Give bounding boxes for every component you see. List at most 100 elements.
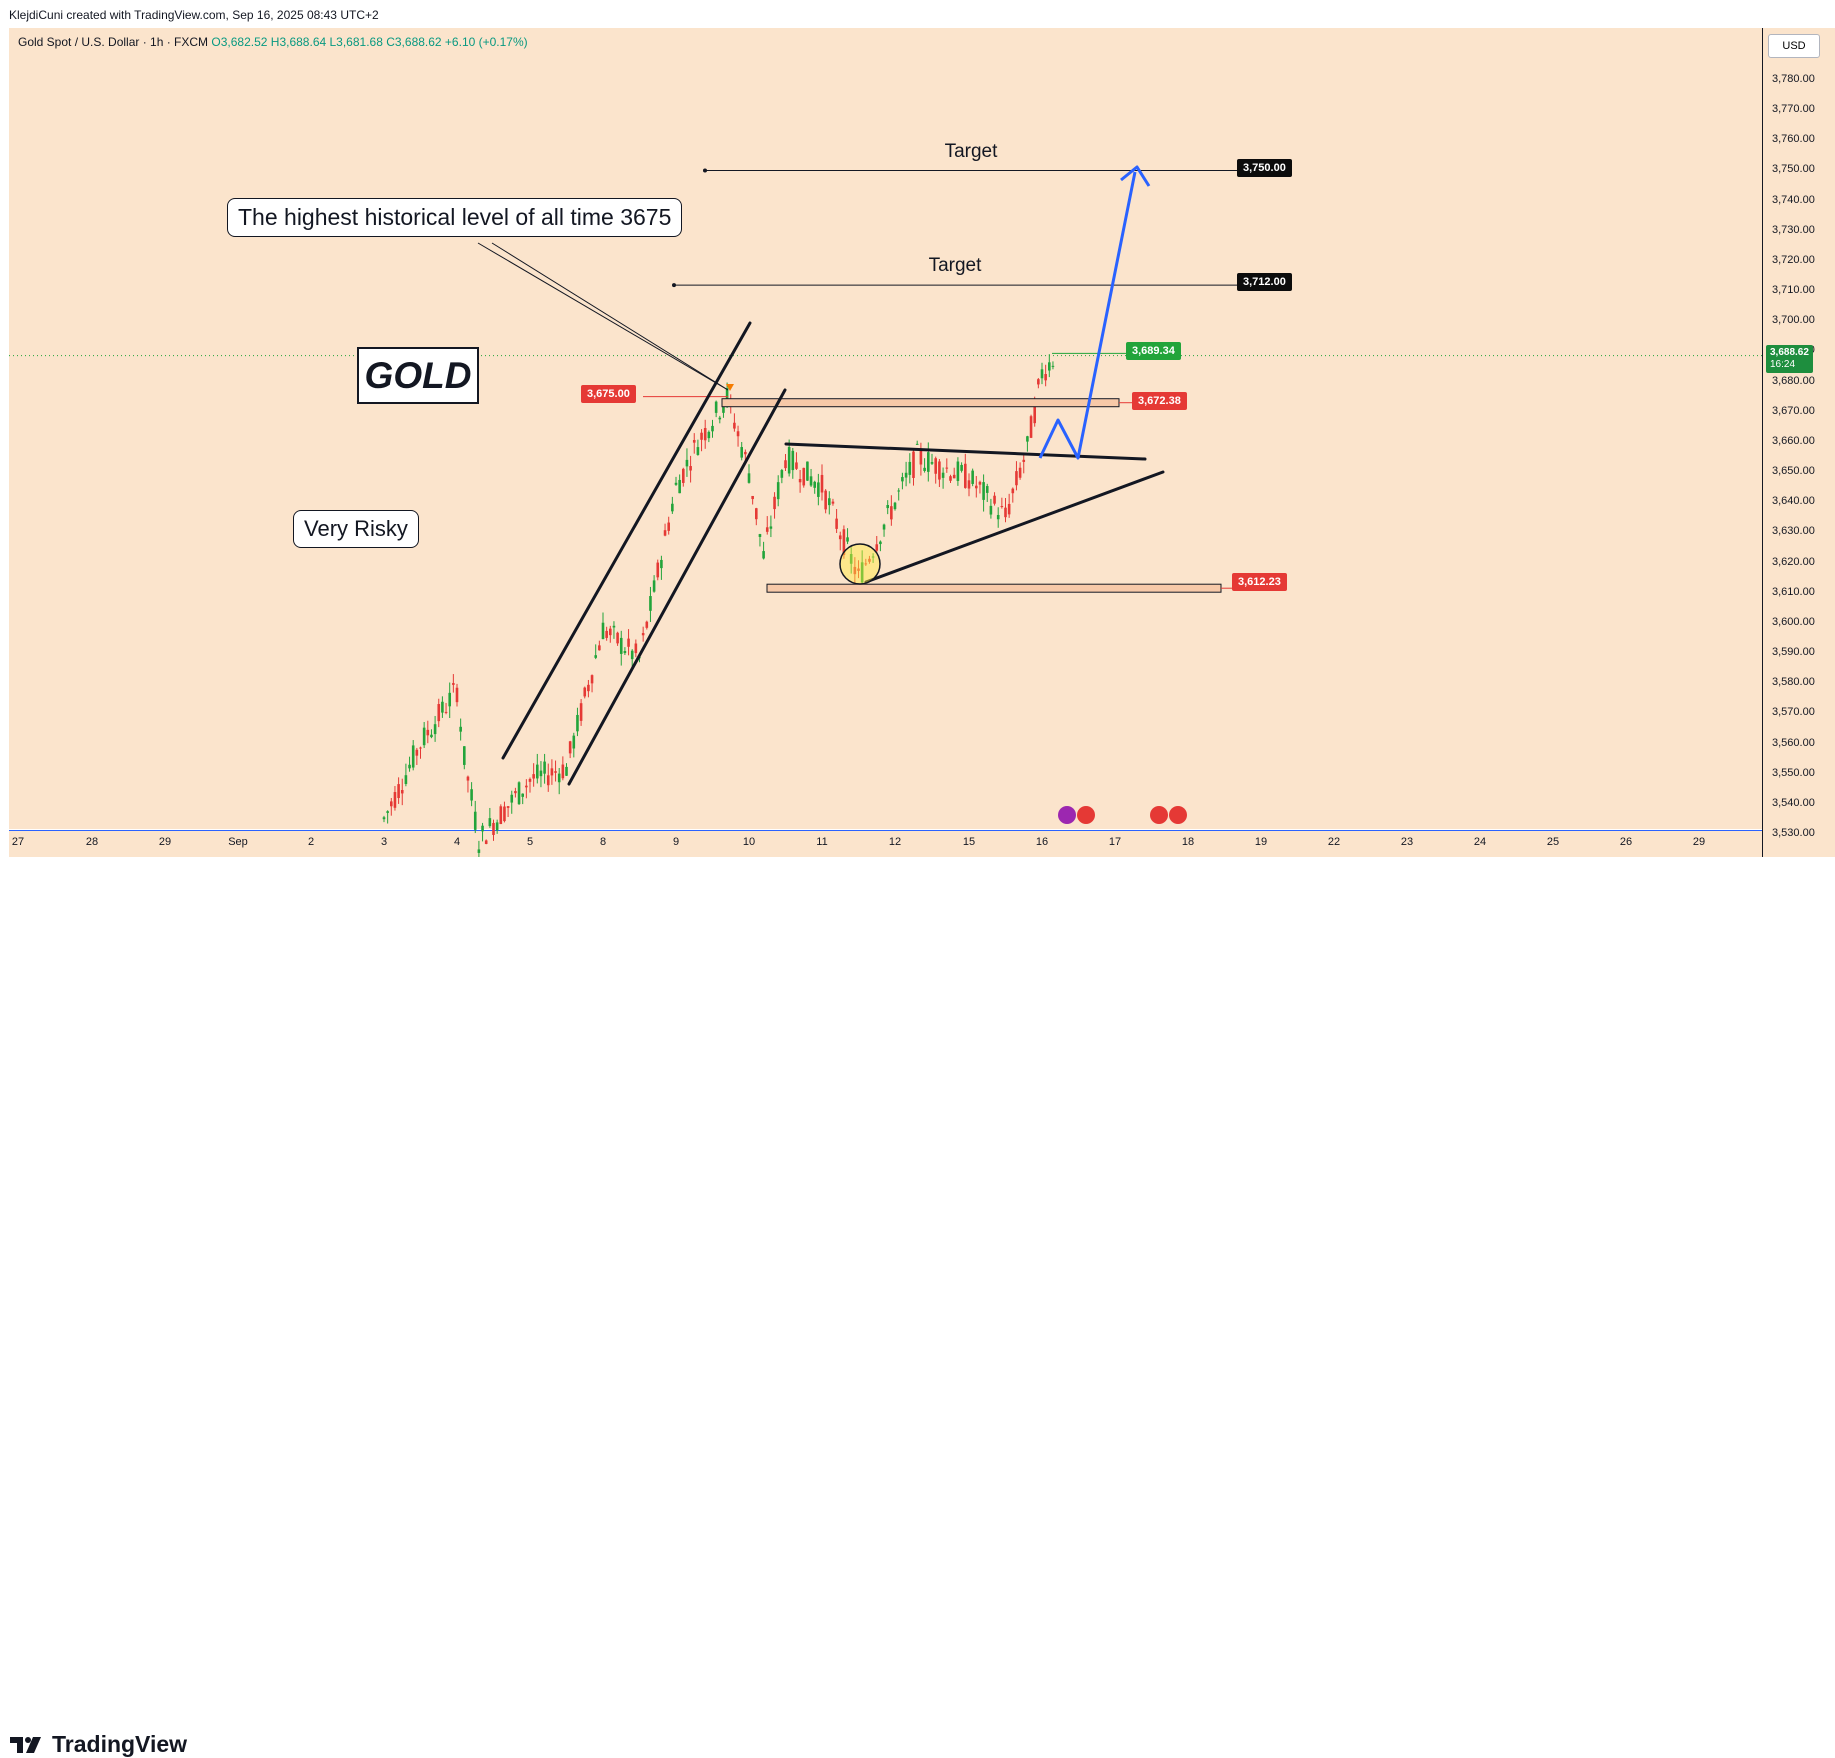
price-tick-5: 3,730.00 (1772, 223, 1815, 236)
candle-body-152 (938, 461, 941, 480)
candle-body-7 (408, 764, 411, 769)
candle-body-168 (996, 514, 1000, 520)
candle-body-109 (780, 470, 784, 478)
candle-body-68 (630, 650, 634, 660)
candle-body-57 (590, 675, 594, 684)
candle-body-59 (598, 645, 601, 651)
candle-body-26 (477, 849, 481, 853)
date-tick-18: 22 (1327, 836, 1341, 848)
candle-body-45 (546, 775, 550, 786)
candle-body-31 (495, 822, 499, 831)
price-tick-14: 3,640.00 (1772, 495, 1815, 508)
triangle-lower-line (864, 470, 1165, 584)
date-tick-8: 8 (599, 836, 607, 848)
candle-body-36 (514, 791, 517, 794)
date-tick-2: 29 (158, 836, 172, 848)
candle-body-88 (703, 428, 707, 441)
candle-body-170 (1004, 507, 1007, 518)
candle-body-165 (985, 486, 989, 493)
candle-body-156 (952, 474, 956, 479)
candle-body-157 (956, 461, 960, 481)
candle-body-133 (868, 558, 871, 562)
candle-body-44 (543, 761, 546, 774)
candle-body-150 (930, 462, 934, 464)
price-tick-23: 3,550.00 (1772, 766, 1815, 779)
candle-body-107 (773, 496, 776, 510)
time-axis[interactable] (9, 830, 1762, 858)
candle-body-105 (765, 527, 769, 532)
target-label-2: Target (928, 255, 982, 276)
price-tick-3: 3,750.00 (1772, 163, 1815, 176)
candle-body-163 (978, 481, 982, 485)
candle-body-106 (769, 526, 773, 529)
candle-body-10 (419, 747, 422, 749)
candle-body-83 (685, 459, 689, 467)
candle-body-100 (747, 473, 751, 483)
candle-body-67 (627, 638, 630, 647)
date-tick-0: 27 (11, 836, 25, 848)
date-tick-14: 16 (1035, 836, 1049, 848)
projection-arrowhead (1120, 165, 1151, 187)
candle-body-21 (459, 726, 462, 732)
price-tick-24: 3,540.00 (1772, 796, 1815, 809)
candle-body-71 (641, 633, 645, 636)
candle-body-0 (382, 817, 386, 820)
candle-body-135 (875, 544, 879, 551)
candle-body-155 (949, 476, 952, 481)
date-tick-17: 19 (1254, 836, 1268, 848)
price-axis[interactable] (1762, 28, 1835, 858)
candle-body-90 (711, 425, 714, 432)
candle-body-22 (463, 746, 466, 765)
candle-body-60 (601, 622, 605, 640)
date-tick-12: 12 (888, 836, 902, 848)
candle-body-3 (393, 792, 397, 808)
price-tick-21: 3,570.00 (1772, 706, 1815, 719)
resistance-zone (721, 398, 1120, 408)
currency-button[interactable]: USD (1768, 34, 1820, 58)
candle-body-13 (430, 734, 433, 738)
tradingview-logo[interactable]: TradingView (10, 1731, 187, 1758)
candle-body-148 (923, 467, 926, 471)
candle-body-110 (784, 460, 787, 469)
candle-body-104 (762, 551, 765, 559)
candle-body-96 (733, 422, 736, 429)
top-bar: KlejdiCuni created with TradingView.com,… (0, 0, 1835, 28)
candle-body-146 (915, 443, 919, 445)
price-tick-19: 3,590.00 (1772, 646, 1815, 659)
price-tick-6: 3,720.00 (1772, 253, 1815, 266)
risk-callout[interactable]: Very Risky (293, 510, 419, 548)
candle-body-130 (857, 568, 860, 571)
candle-body-50 (565, 766, 568, 776)
candle-body-34 (506, 806, 510, 808)
gold-label[interactable]: GOLD (357, 347, 479, 404)
candle-body-178 (1033, 402, 1036, 424)
candle-body-151 (934, 458, 937, 474)
triangle-upper-line (784, 442, 1147, 461)
candle-body-108 (776, 482, 780, 500)
price-tick-7: 3,710.00 (1772, 284, 1815, 297)
candle-body-73 (649, 596, 652, 611)
candle-body-40 (528, 778, 532, 782)
candle-body-140 (893, 502, 897, 510)
candle-body-147 (919, 450, 923, 465)
candle-body-72 (645, 621, 649, 628)
candle-body-136 (879, 541, 882, 545)
candle-body-4 (397, 784, 400, 799)
ath-callout[interactable]: The highest historical level of all time… (227, 198, 683, 237)
candle-body-23 (466, 776, 470, 781)
candle-body-124 (835, 518, 838, 529)
projection-arrow-path (1038, 171, 1137, 460)
candle-body-113 (795, 462, 798, 469)
candle-body-78 (667, 522, 670, 531)
price-tag-support: 3,612.23 (1232, 573, 1287, 591)
candle-body-86 (696, 447, 700, 455)
target-label-1: Target (944, 141, 998, 162)
high-marker (726, 384, 734, 391)
chart-area[interactable] (9, 28, 1762, 829)
candle-body-142 (901, 477, 904, 482)
channel-upper-line (501, 321, 752, 760)
price-tag-resistance-right: 3,672.38 (1132, 392, 1187, 410)
candle-body-141 (897, 490, 900, 492)
price-tag-high: 3,689.34 (1126, 342, 1181, 360)
candle-body-119 (817, 482, 820, 497)
